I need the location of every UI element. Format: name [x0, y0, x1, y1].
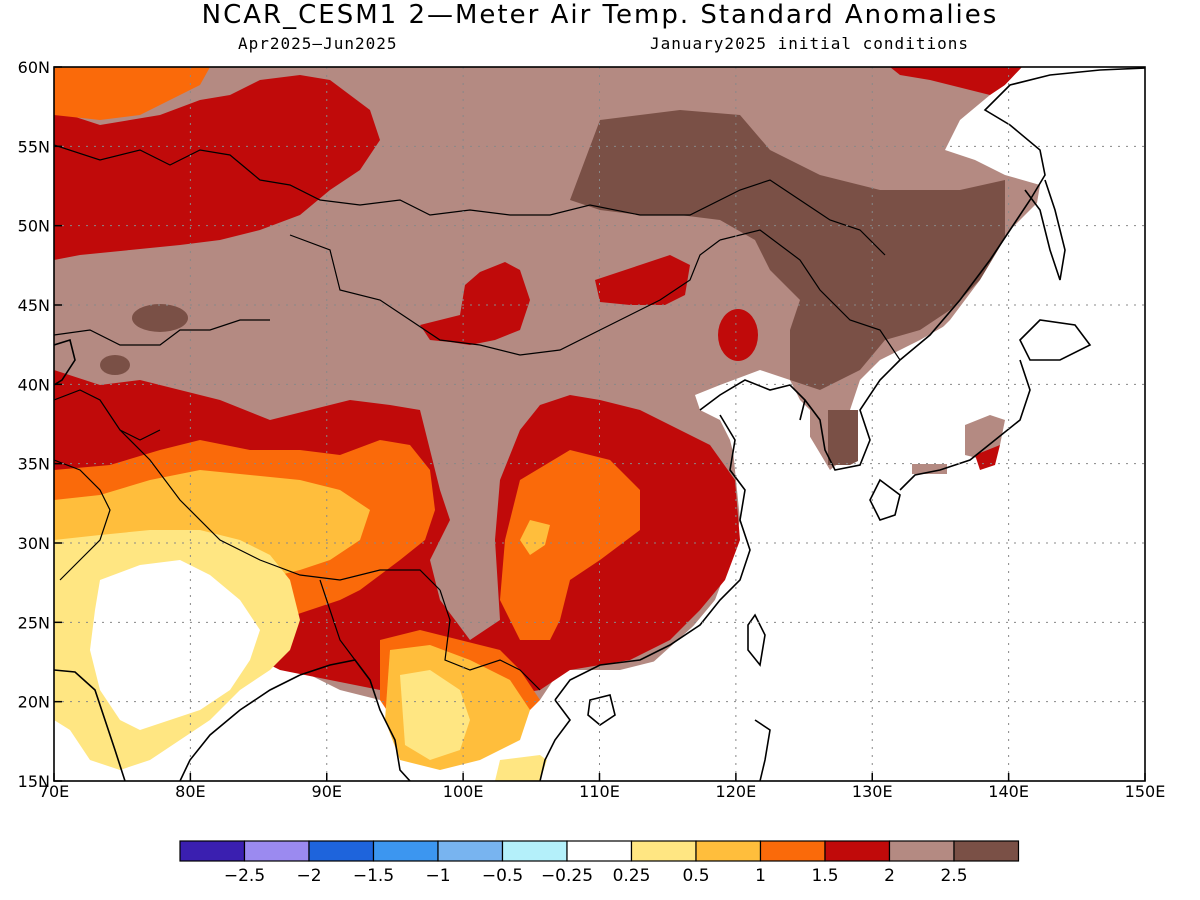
lat-tick-label: 40N — [18, 375, 50, 394]
lat-tick-label: 25N — [18, 613, 50, 632]
coastlines — [54, 67, 1145, 781]
legend-swatch — [566, 840, 633, 862]
anomaly-blob-red-mongolia-east — [595, 255, 690, 305]
legend-label: 0.25 — [613, 866, 651, 886]
lat-tick-label: 45N — [18, 296, 50, 315]
borders — [54, 144, 901, 691]
legend-label: −0.5 — [482, 866, 523, 886]
legend-swatch — [824, 840, 891, 862]
anomaly-region-orange-northwest — [54, 67, 210, 120]
anomaly-blob-orange-southcentral — [500, 450, 640, 640]
legend-label: −2 — [296, 866, 321, 886]
anomaly-fields — [54, 67, 1145, 781]
lon-tick-label: 80E — [175, 782, 205, 801]
lon-tick-label: 90E — [312, 782, 342, 801]
anomaly-blob-lightorange-small — [520, 520, 550, 555]
legend-swatch — [953, 840, 1020, 862]
lat-tick-label: 50N — [18, 217, 50, 236]
legend-label: 1 — [755, 866, 766, 886]
anomaly-region-white-india — [90, 560, 260, 730]
longitude-axis: 70E 80E 90E 100E 110E 120E 130E 140E 150E — [39, 773, 1166, 801]
forecast-period: Apr2025—Jun2025 — [238, 34, 398, 53]
legend-swatch — [888, 840, 955, 862]
lat-tick-label: 60N — [18, 58, 50, 77]
legend-swatch — [243, 840, 310, 862]
legend-label: −0.25 — [541, 866, 593, 886]
anomaly-patch-red-japan — [975, 445, 1000, 470]
lat-tick-label: 30N — [18, 534, 50, 553]
legend-swatch — [501, 840, 568, 862]
legend-swatch — [179, 840, 246, 862]
map-title: NCAR_CESM1 2—Meter Air Temp. Standard An… — [201, 0, 999, 30]
legend-swatch — [630, 840, 697, 862]
color-legend: −2.5 −2 −1.5 −1 −0.5 −0.25 0.25 0.5 1 1.5 2 2.5 — [179, 840, 1020, 886]
anomaly-patch-dark-brown-central-asia — [132, 304, 188, 332]
ocean-east — [540, 67, 1145, 781]
anomaly-blob-yellow-indochina — [400, 670, 470, 760]
legend-label: 0.5 — [682, 866, 709, 886]
lon-tick-label: 120E — [716, 782, 757, 801]
lat-tick-label: 35N — [18, 455, 50, 474]
lon-tick-label: 100E — [443, 782, 484, 801]
legend-label: −2.5 — [224, 866, 265, 886]
lon-tick-label: 140E — [988, 782, 1029, 801]
legend-label: 1.5 — [811, 866, 838, 886]
map-grid — [54, 67, 1145, 781]
lat-tick-label: 15N — [18, 772, 50, 791]
lon-tick-label: 150E — [1125, 782, 1166, 801]
legend-label: 2 — [884, 866, 895, 886]
anomaly-blob-red-mongolia-west — [420, 262, 530, 345]
legend-swatch — [308, 840, 375, 862]
legend-label: −1 — [425, 866, 450, 886]
anomaly-region-red-west — [54, 75, 380, 260]
anomaly-patch-dark-brown-west — [100, 355, 130, 375]
legend-swatch — [437, 840, 504, 862]
legend-label: −1.5 — [353, 866, 394, 886]
lat-tick-label: 20N — [18, 693, 50, 712]
lon-tick-label: 70E — [39, 782, 69, 801]
legend-swatch — [759, 840, 826, 862]
lat-tick-label: 55N — [18, 137, 50, 156]
legend-swatch — [695, 840, 762, 862]
lon-tick-label: 110E — [579, 782, 620, 801]
anomaly-patch-grey-kyushu — [912, 464, 947, 474]
anomaly-blob-red-top — [890, 67, 1022, 95]
latitude-axis: 15N 20N 25N 30N 35N 40N 45N 50N 55N 60N — [18, 58, 62, 791]
anomaly-blob-red-northeast — [718, 309, 758, 361]
legend-label: 2.5 — [940, 866, 967, 886]
anomaly-patch-dark-brown-korea — [828, 410, 858, 465]
legend-swatch — [372, 840, 439, 862]
initial-conditions: January2025 initial conditions — [650, 34, 969, 53]
lon-tick-label: 130E — [852, 782, 893, 801]
